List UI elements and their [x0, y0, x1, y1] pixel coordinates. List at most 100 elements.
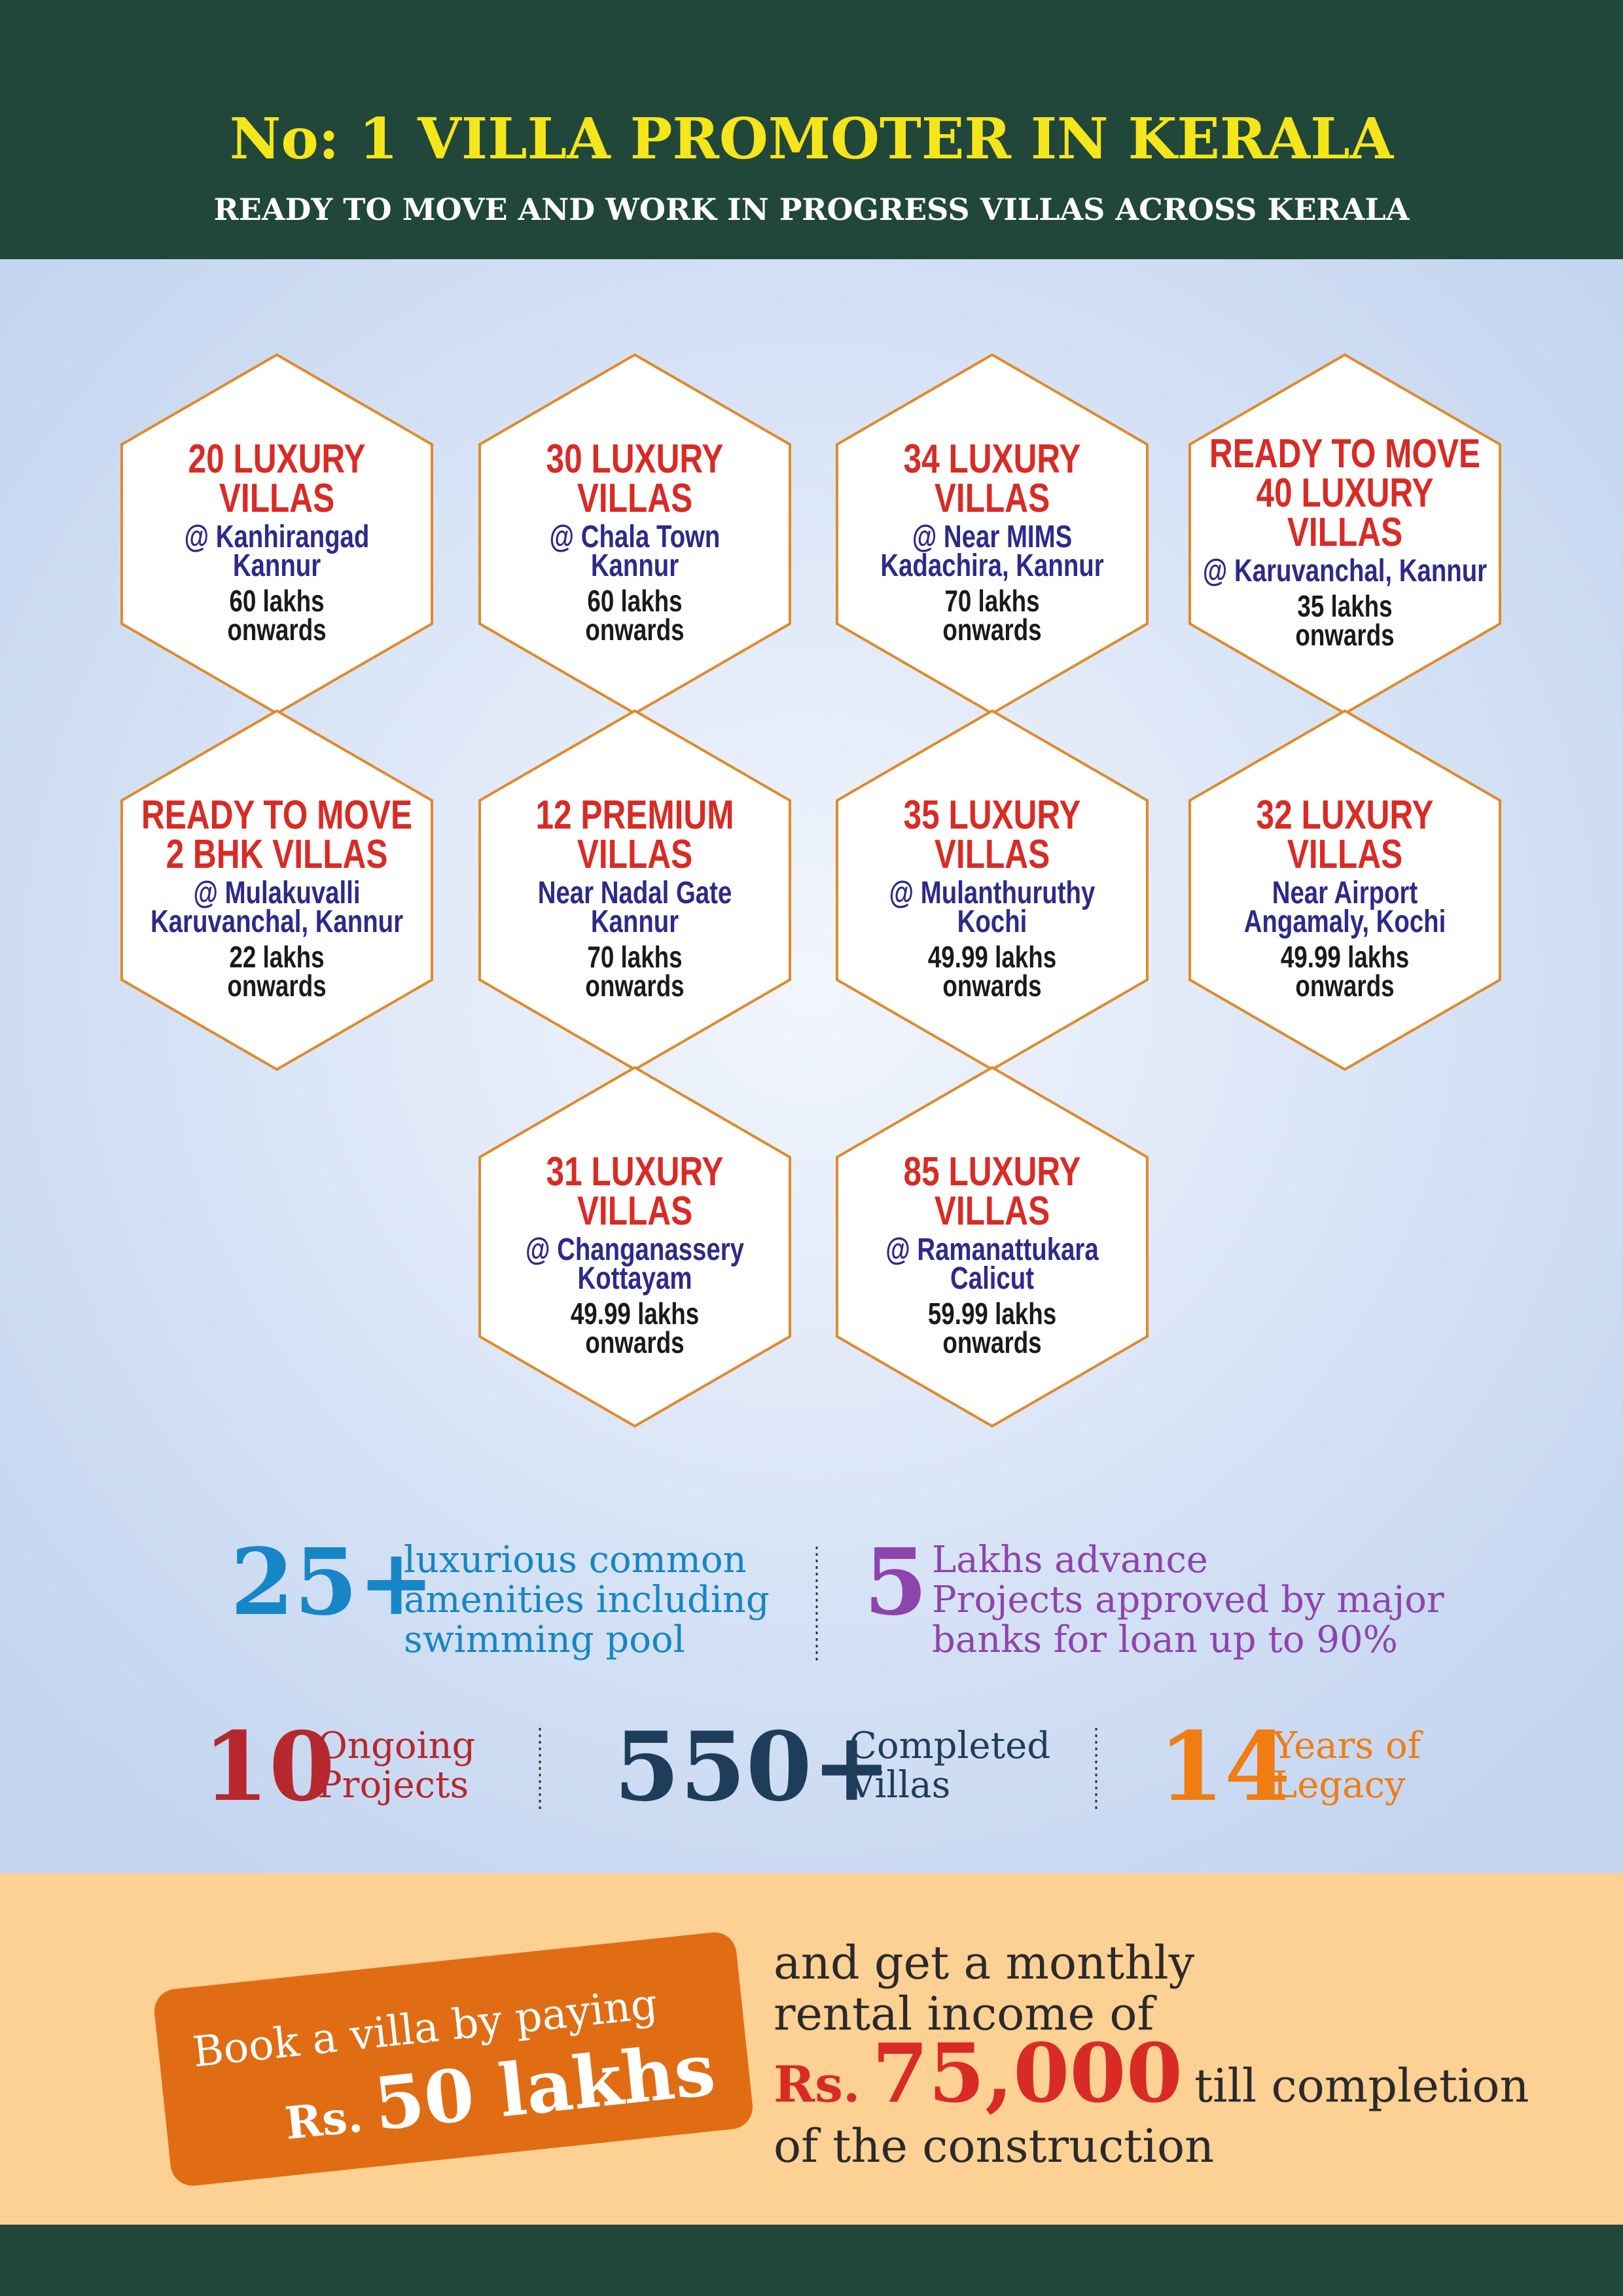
stat-number: 25+: [230, 1529, 435, 1636]
hexagon-shape: [478, 1066, 791, 1428]
hexagon-price: onwards: [585, 613, 684, 647]
hexagon-heading: VILLAS: [1287, 831, 1402, 877]
stat-text: Lakhs advance: [932, 1539, 1208, 1581]
hexagon-heading: VILLAS: [1287, 509, 1402, 555]
hexagon-heading: 31 LUXURY: [546, 1149, 724, 1194]
hexagon-location: Kochi: [957, 905, 1027, 939]
stat-text: Villas: [848, 1764, 950, 1806]
hexagon-location: @ Karuvanchal, Kannur: [1203, 554, 1487, 588]
hexagon-location: @ Mulanthuruthy: [889, 876, 1096, 910]
hexagon-price: 70 lakhs: [587, 940, 682, 974]
hexagon-heading: 35 LUXURY: [904, 792, 1081, 838]
hexagon-location: Near Nadal Gate: [538, 876, 732, 910]
hexagon-location: Near Airport: [1272, 876, 1418, 910]
subtitle: READY TO MOVE AND WORK IN PROGRESS VILLA…: [214, 192, 1410, 227]
stat-number: 550+: [614, 1712, 891, 1823]
hexagon-price: 35 lakhs: [1297, 589, 1392, 623]
hexagon-location: @ Kanhirangad: [185, 520, 370, 554]
rental-amount: 75,000: [872, 2026, 1183, 2121]
hexagon-heading: VILLAS: [935, 1188, 1050, 1234]
hexagon-price: onwards: [227, 613, 326, 647]
hexagon-price: onwards: [942, 1325, 1041, 1359]
stat-text: banks for loan up to 90%: [932, 1619, 1398, 1661]
hexagon-price: 49.99 lakhs: [1281, 940, 1409, 974]
hexagon-price: 49.99 lakhs: [571, 1297, 699, 1331]
hexagon-location: @ Changanassery: [526, 1232, 744, 1267]
header-band: [0, 0, 1623, 259]
hexagon-heading: 85 LUXURY: [904, 1149, 1081, 1194]
stat-number: 10: [203, 1712, 335, 1823]
stat-text: Years of: [1272, 1725, 1424, 1767]
hexagon-price: 22 lakhs: [229, 940, 324, 974]
stat-text: Legacy: [1273, 1764, 1406, 1806]
hexagon-shape: [1188, 709, 1501, 1071]
hexagon-location: @ Mulakuvalli: [193, 876, 360, 910]
hexagon-location: Kannur: [591, 905, 679, 939]
hexagon-location: @ Chala Town: [550, 520, 721, 554]
hexagon-location: Kottayam: [578, 1261, 692, 1296]
rental-text: rental income of: [774, 1987, 1157, 2041]
hexagon-price: onwards: [1295, 969, 1394, 1003]
badge-box: [154, 1932, 753, 2186]
hexagon-heading: VILLAS: [935, 475, 1050, 521]
hexagon-price: 60 lakhs: [229, 584, 324, 618]
hexagon-heading: READY TO MOVE: [1209, 431, 1480, 476]
stat-text: Ongoing: [317, 1725, 475, 1767]
hexagon-price: onwards: [585, 969, 684, 1003]
hexagon-location: Calicut: [950, 1261, 1034, 1296]
title: No: 1 VILLA PROMOTER IN KERALA: [230, 106, 1395, 172]
stat-text: luxurious common: [404, 1539, 747, 1581]
hexagon-shape: [836, 1066, 1149, 1428]
stat-text: Projects approved by major: [932, 1579, 1444, 1621]
hexagon-price: onwards: [942, 969, 1041, 1003]
hexagon-location: Karuvanchal, Kannur: [151, 905, 403, 939]
stat-text: amenities including: [404, 1579, 770, 1621]
hexagon-location: @ Near MIMS: [912, 520, 1072, 554]
stat-number: 5: [864, 1529, 927, 1636]
hexagon-price: onwards: [227, 969, 326, 1003]
hexagon-shape: [120, 709, 433, 1071]
hexagon-heading: 12 PREMIUM: [535, 792, 734, 838]
stat-text: swimming pool: [404, 1619, 685, 1661]
hexagon-heading: VILLAS: [577, 475, 692, 521]
hexagon-heading: VILLAS: [577, 1188, 692, 1234]
hexagon-heading: 34 LUXURY: [904, 436, 1081, 482]
footer-band: [0, 2225, 1623, 2296]
hexagon-heading: 40 LUXURY: [1257, 470, 1434, 516]
hexagon-price: onwards: [1295, 618, 1394, 652]
hexagon-location: @ Ramanattukara: [885, 1232, 1099, 1267]
hexagon-price: onwards: [585, 1325, 684, 1359]
hexagon-heading: 2 BHK VILLAS: [166, 831, 388, 877]
stat-text: Projects: [317, 1764, 469, 1806]
badge-currency: Rs.: [283, 2090, 365, 2150]
hexagon-heading: VILLAS: [935, 831, 1050, 877]
hexagon-location: Kannur: [591, 548, 679, 583]
rental-currency: Rs.: [774, 2055, 860, 2113]
hexagon-price: 59.99 lakhs: [928, 1297, 1056, 1331]
rental-text: of the construction: [774, 2119, 1214, 2173]
hexagon-location: Kannur: [233, 548, 321, 583]
hexagon-location: Angamaly, Kochi: [1244, 905, 1446, 939]
hexagon-location: Kadachira, Kannur: [880, 548, 1103, 583]
hexagon-heading: 30 LUXURY: [546, 436, 724, 482]
rental-text: and get a monthly: [774, 1936, 1195, 1990]
hexagon-heading: 32 LUXURY: [1257, 792, 1434, 838]
hexagon-heading: 20 LUXURY: [188, 436, 366, 482]
hexagon-heading: READY TO MOVE: [141, 792, 412, 838]
hexagon-heading: VILLAS: [219, 475, 334, 521]
